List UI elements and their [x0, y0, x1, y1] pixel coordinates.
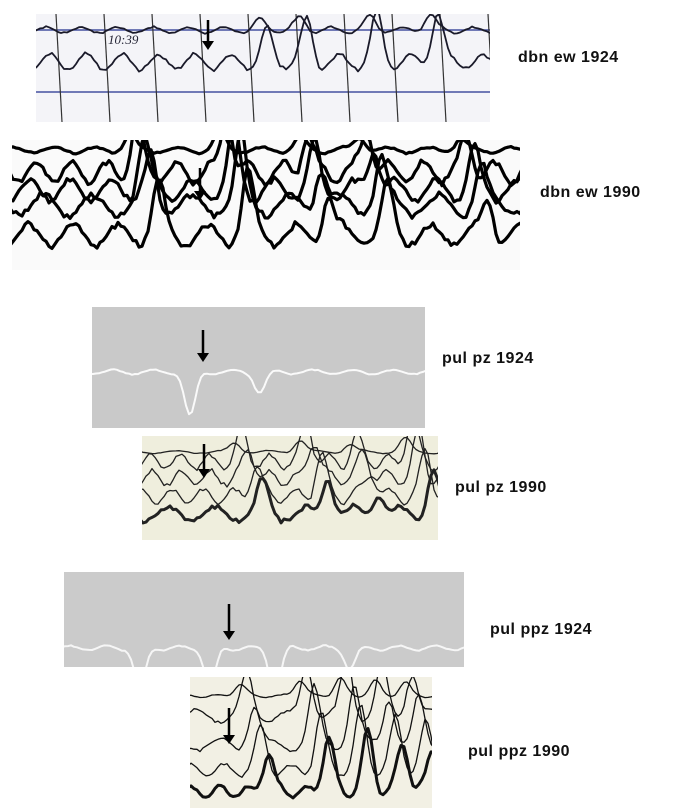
- record-grid: [295, 14, 303, 122]
- trace: [142, 436, 438, 472]
- trace: [92, 368, 425, 416]
- trace: [142, 448, 438, 506]
- trace: [190, 677, 432, 724]
- panel-label: pul pz 1924: [442, 350, 534, 367]
- trace: [36, 14, 490, 73]
- arrow-head: [223, 631, 235, 640]
- trace: [36, 14, 490, 35]
- trace: [12, 166, 520, 250]
- handwritten-time: 10:39: [108, 32, 139, 47]
- record-grid: [151, 14, 159, 122]
- seismogram: [64, 644, 464, 667]
- panel-label: pul ppz 1924: [490, 621, 592, 638]
- seismogram: [12, 140, 520, 250]
- trace: [190, 727, 432, 800]
- arrow-head: [194, 191, 206, 200]
- trace: [12, 140, 520, 220]
- arrow-head: [197, 353, 209, 362]
- seismogram-background: [64, 572, 464, 667]
- arrow-head: [202, 41, 214, 50]
- traces: [12, 14, 520, 800]
- trace: [12, 140, 520, 156]
- panel-label: dbn ew 1924: [518, 49, 619, 66]
- trace: [142, 436, 438, 455]
- record-grid: [391, 14, 399, 122]
- arrow-head: [223, 735, 235, 744]
- panel-label: dbn ew 1990: [540, 184, 641, 201]
- trace: [12, 140, 520, 205]
- panel-label: pul ppz 1990: [468, 743, 570, 760]
- panel-label: pul pz 1990: [455, 479, 547, 496]
- arrow-head: [198, 469, 210, 478]
- trace: [64, 644, 464, 667]
- seismogram: [36, 14, 490, 122]
- trace: [190, 704, 432, 778]
- seismogram-background: [92, 307, 425, 428]
- seismogram-background: [12, 140, 520, 270]
- seismogram: [142, 436, 438, 525]
- record-grid: [439, 14, 447, 122]
- seismogram: [92, 368, 425, 416]
- trace: [142, 468, 438, 525]
- trace: [142, 436, 438, 488]
